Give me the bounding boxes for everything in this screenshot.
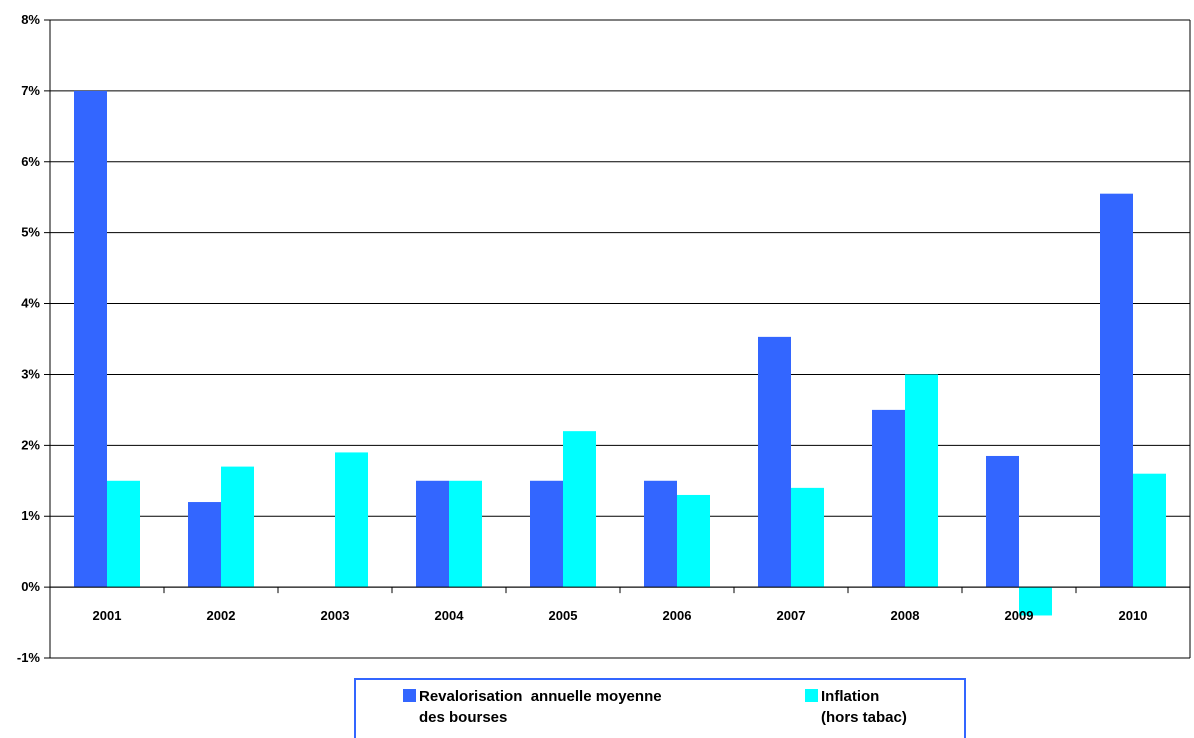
bars: [74, 90, 1166, 616]
axes: [49, 20, 1191, 658]
bar-inflation-2004: [449, 480, 482, 588]
bar-revalorisation-2008: [872, 409, 905, 588]
x-tick-label: 2009: [1005, 608, 1034, 623]
legend-label: (hors tabac): [821, 709, 907, 726]
bar-inflation-2006: [677, 494, 710, 588]
x-tick-label: 2007: [777, 608, 806, 623]
bar-inflation-2007: [791, 487, 824, 588]
y-tick-label: 8%: [21, 12, 40, 27]
bar-revalorisation-2006: [644, 480, 677, 588]
x-tick-label: 2006: [663, 608, 692, 623]
legend-swatch: [805, 689, 818, 702]
y-tick-label: 0%: [21, 579, 40, 594]
x-tick-label: 2003: [321, 608, 350, 623]
legend-box: [354, 678, 966, 738]
legend-label: Inflation: [821, 688, 879, 705]
y-axis-ticks: -1% 0% 1% 2% 3% 4% 5% 6% 7% 8%: [17, 12, 41, 665]
x-tick-label: 2004: [435, 608, 465, 623]
bar-inflation-2008: [905, 374, 938, 588]
bar-inflation-2005: [563, 431, 596, 588]
y-tick-label: -1%: [17, 650, 41, 665]
y-tick-label: 6%: [21, 154, 40, 169]
y-tick-label: 1%: [21, 508, 40, 523]
bar-revalorisation-2010: [1100, 193, 1133, 588]
x-tick-label: 2010: [1119, 608, 1148, 623]
x-tick-label: 2002: [207, 608, 236, 623]
y-tick-label: 2%: [21, 437, 40, 452]
bar-inflation-2010: [1133, 473, 1166, 588]
bar-revalorisation-2005: [530, 480, 563, 588]
x-tick-label: 2005: [549, 608, 578, 623]
bar-revalorisation-2007: [758, 336, 791, 588]
legend: Revalorisation annuelle moyenne des bours…: [354, 678, 966, 738]
bar-inflation-2003: [335, 452, 368, 588]
bar-revalorisation-2002: [188, 502, 221, 588]
bar-revalorisation-2001: [74, 90, 107, 588]
bar-inflation-2009: [1019, 587, 1052, 616]
bar-inflation-2002: [221, 466, 254, 588]
legend-swatch: [403, 689, 416, 702]
bar-revalorisation-2009: [986, 455, 1019, 588]
legend-label: des bourses: [419, 709, 507, 726]
y-tick-label: 3%: [21, 366, 40, 381]
x-axis-ticks: 2001 2002 2003 2004 2005 2006 2007 2008 2009 2010: [93, 608, 1148, 623]
bar-inflation-2001: [107, 480, 140, 588]
legend-label: Revalorisation annuelle moyenne: [419, 688, 662, 705]
x-tick-label: 2008: [891, 608, 920, 623]
bar-revalorisation-2004: [416, 480, 449, 588]
y-tick-label: 5%: [21, 225, 40, 240]
y-tick-label: 4%: [21, 296, 40, 311]
x-tick-label: 2001: [93, 608, 122, 623]
y-tick-label: 7%: [21, 83, 40, 98]
